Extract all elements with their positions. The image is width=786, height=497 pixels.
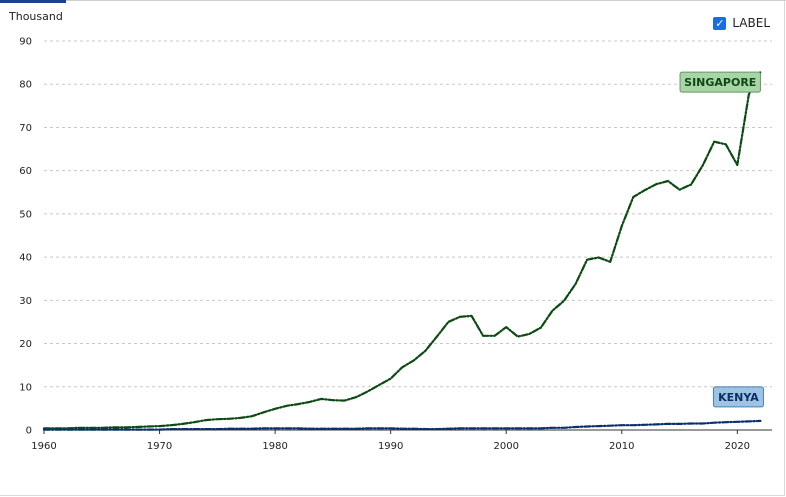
- series-label-text: KENYA: [718, 391, 759, 404]
- y-tick-label: 10: [19, 382, 32, 393]
- x-tick-label: 2000: [493, 441, 518, 452]
- y-tick-label: 50: [19, 209, 32, 220]
- checkbox-checked-icon[interactable]: ✓: [713, 16, 727, 30]
- active-tab-indicator: [0, 0, 66, 3]
- label-toggle-text: LABEL: [732, 16, 770, 30]
- y-tick-label: 0: [26, 426, 32, 437]
- y-tick-label: 80: [19, 80, 32, 91]
- x-tick-label: 2010: [609, 441, 634, 452]
- top-border: [66, 0, 786, 1]
- y-tick-label: 60: [19, 166, 32, 177]
- series-label-singapore: SINGAPORE: [679, 71, 761, 93]
- y-tick-label: 30: [19, 296, 32, 307]
- series-line-kenya: [42, 419, 762, 431]
- series-label-kenya: KENYA: [712, 386, 764, 408]
- y-tick-label: 40: [19, 253, 32, 264]
- series-label-text: SINGAPORE: [684, 76, 756, 89]
- y-tick-label: 70: [19, 123, 32, 134]
- x-tick-label: 1960: [31, 441, 56, 452]
- y-tick-label: 20: [19, 339, 32, 350]
- x-tick-label: 2020: [725, 441, 750, 452]
- series-line-singapore: [42, 70, 762, 430]
- y-tick-label: 90: [19, 37, 32, 48]
- x-tick-label: 1980: [262, 441, 287, 452]
- y-axis-unit-label: Thousand: [9, 10, 63, 23]
- x-tick-label: 1990: [378, 441, 403, 452]
- x-tick-label: 1970: [147, 441, 172, 452]
- label-toggle[interactable]: ✓ LABEL: [713, 16, 770, 30]
